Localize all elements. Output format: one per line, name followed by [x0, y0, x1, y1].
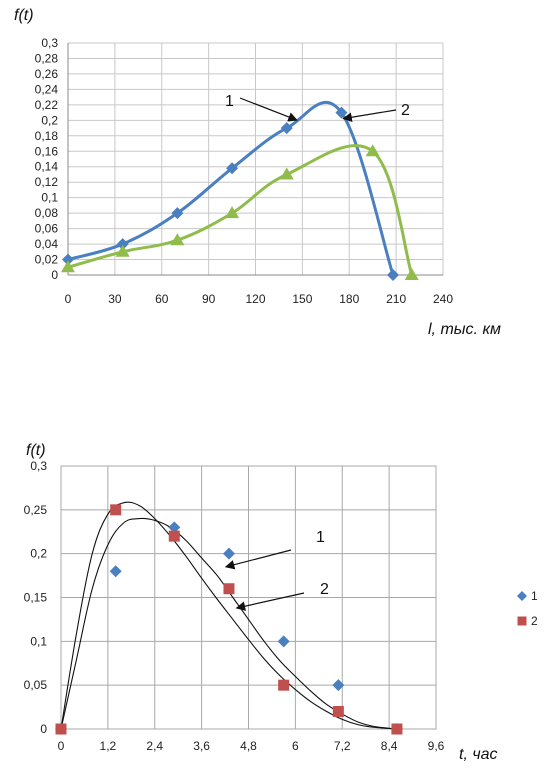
chart-1-y-tick: 0,14	[35, 160, 59, 174]
chart-1-y-tick: 0,02	[35, 253, 59, 267]
chart-2-series-1-point	[332, 679, 345, 692]
chart-1-series-2-point	[404, 268, 419, 280]
chart-2-legend-marker-1	[517, 591, 527, 601]
chart-1-y-tick: 0,3	[41, 36, 58, 50]
chart-2-series-2-point	[55, 723, 67, 735]
chart-2-y-tick: 0,2	[30, 547, 47, 561]
chart-1-y-tick: 0,04	[35, 237, 59, 251]
chart-2-y-label: f(t)	[26, 442, 46, 459]
chart-2-fit-curve-2	[60, 501, 397, 730]
chart-1-series-2-point	[225, 206, 240, 219]
chart-1-annotations: 12	[225, 93, 410, 122]
chart-2-legend: 12	[517, 589, 538, 628]
chart-2-legend-marker-2	[517, 616, 527, 626]
chart-2-annotations: 12	[224, 529, 329, 611]
chart-2-legend-label-2: 2	[531, 614, 538, 628]
chart-2-annotation-arrow-1	[224, 549, 292, 570]
chart-1-x-tick: 60	[155, 292, 169, 306]
chart-1-y-tick: 0,16	[35, 144, 59, 158]
chart-2-y-tick: 0	[40, 722, 47, 736]
chart-1-annotation-label-1: 1	[225, 93, 234, 110]
chart-1-series-2-point	[365, 144, 380, 157]
chart-2-y-tick: 0,05	[24, 678, 48, 692]
chart-2-legend-label-1: 1	[531, 589, 538, 603]
chart-1-x-tick: 30	[108, 292, 122, 306]
chart-2-series-1-point	[222, 547, 235, 560]
chart-1-series-1-point	[280, 122, 293, 135]
chart-1-markers	[61, 106, 419, 281]
chart-2-series-2-point	[168, 530, 180, 542]
chart-1-y-tick: 0,22	[35, 98, 59, 112]
chart-2-y-tick: 0,25	[24, 503, 48, 517]
chart-1-y-tick: 0,26	[35, 67, 59, 81]
chart-2-annotation-arrow-2	[235, 592, 305, 611]
chart-1-x-tick: 150	[292, 292, 312, 306]
chart-2-x-tick: 7,2	[334, 739, 351, 753]
chart-2-x-tick: 8,4	[381, 739, 398, 753]
chart-1-series-1-line	[67, 100, 395, 276]
chart-1-series-2-point	[279, 167, 294, 180]
chart-1-y-label: f(t)	[14, 7, 34, 24]
chart-1-series-1-point	[387, 269, 399, 281]
chart-1-x-tick: 240	[433, 292, 453, 306]
chart-1-series-2-point	[61, 260, 75, 273]
chart-1-x-tick: 210	[386, 292, 406, 306]
chart-2-annotation-label-1: 1	[316, 529, 325, 546]
chart-2: 0 1,2 2,4 3,6 4,8 6 7,2 8,4 9,6 0 0,05 0,1 0,15 0,2 0,…	[24, 442, 538, 763]
chart-1-y-tick: 0,24	[35, 82, 59, 96]
chart-1-y-tick: 0,2	[41, 113, 58, 127]
chart-1-x-tick: 180	[339, 292, 359, 306]
chart-2-fit-curves	[60, 501, 397, 730]
chart-1-series-1-point	[116, 238, 129, 251]
chart-2-series-2-point	[223, 583, 235, 595]
chart-1-series-1-point	[226, 162, 239, 175]
chart-1-series-2-point	[170, 233, 185, 246]
chart-2-y-tick: 0,15	[24, 591, 48, 605]
chart-2-axes: 0 1,2 2,4 3,6 4,8 6 7,2 8,4 9,6 0 0,05 0,1 0,15 0,2 0,…	[24, 459, 445, 753]
chart-2-series-1-point	[109, 565, 122, 578]
chart-2-series-2-point	[278, 679, 290, 691]
chart-2-x-tick: 0	[58, 739, 65, 753]
chart-2-x-tick: 6	[292, 739, 299, 753]
chart-1-y-tick: 0,28	[35, 51, 59, 65]
chart-1-series-1-point	[171, 207, 184, 220]
chart-2-y-tick: 0,3	[30, 459, 47, 473]
chart-2-series-1-point	[277, 635, 290, 648]
chart-1-y-tick: 0,1	[41, 191, 58, 205]
chart-2-x-tick: 2,4	[146, 739, 163, 753]
chart-1-x-tick: 90	[202, 292, 216, 306]
chart-2-annotation-label-2: 2	[320, 581, 329, 598]
chart-1-axes: 0 30 60 90 120 150 180 210 24000,020,040,060,080…	[35, 36, 454, 306]
chart-2-x-label: t, час	[459, 746, 498, 763]
chart-2-grid	[60, 465, 437, 730]
chart-1-annotation-arrow-1	[239, 97, 298, 122]
chart-1-annotation-arrow-2	[342, 109, 397, 122]
chart-1-series-2-point	[115, 244, 130, 257]
chart-1: 0 30 60 90 120 150 180 210 24000,020,040,060,080…	[14, 7, 501, 338]
chart-1-y-tick: 0,08	[35, 206, 59, 220]
chart-2-x-tick: 3,6	[193, 739, 210, 753]
chart-1-y-tick: 0,12	[35, 175, 59, 189]
chart-2-series-2-point	[110, 504, 122, 516]
chart-1-y-tick: 0,06	[35, 222, 59, 236]
chart-2-series-2-point	[391, 723, 403, 735]
chart-2-x-tick: 1,2	[100, 739, 117, 753]
chart-2-series-2-point	[332, 705, 344, 717]
chart-2-x-tick: 9,6	[428, 739, 445, 753]
chart-1-y-tick: 0,18	[35, 129, 59, 143]
chart-2-markers	[55, 504, 403, 735]
chart-2-x-tick: 4,8	[240, 739, 257, 753]
chart-1-x-tick: 0	[65, 292, 72, 306]
chart-2-y-tick: 0,1	[30, 634, 47, 648]
chart-1-x-label: l, тыс. км	[428, 321, 501, 338]
chart-1-annotation-label-2: 2	[401, 102, 410, 119]
chart-2-series-1-point	[168, 521, 181, 534]
chart-1-y-tick: 0	[51, 268, 58, 282]
chart-1-series-1-point	[62, 253, 74, 266]
chart-1-x-tick: 120	[245, 292, 265, 306]
